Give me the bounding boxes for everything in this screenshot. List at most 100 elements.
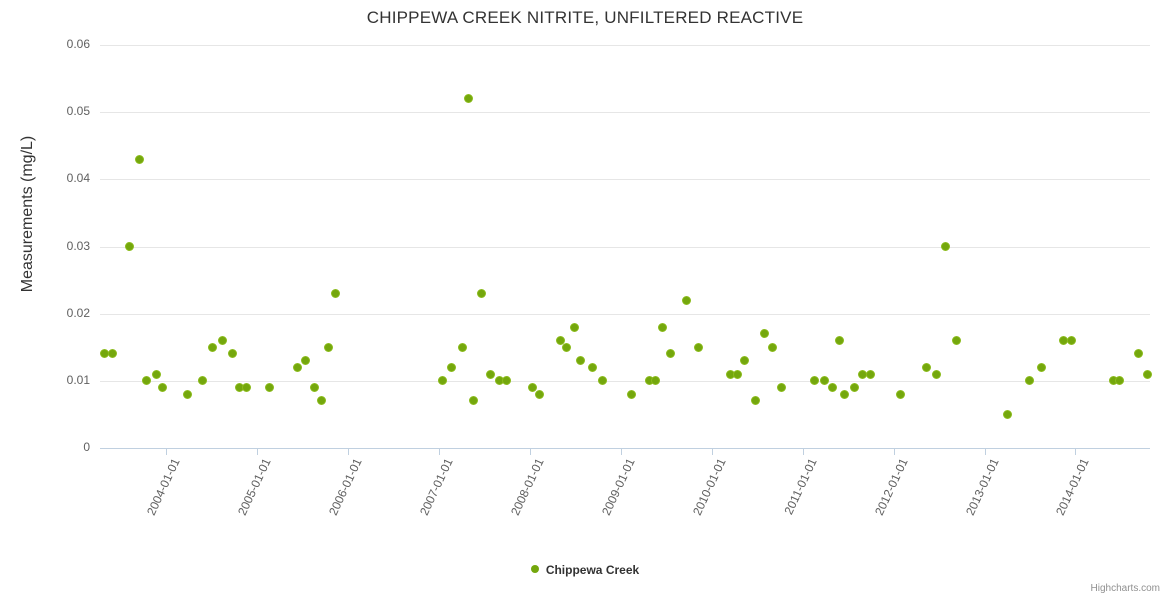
data-point[interactable] [810, 376, 820, 386]
data-point[interactable] [570, 322, 580, 332]
data-point[interactable] [820, 376, 830, 386]
data-point[interactable] [463, 94, 473, 104]
legend-item-label: Chippewa Creek [545, 562, 640, 577]
y-axis-tick-label: 0.05 [66, 104, 90, 119]
data-point[interactable] [627, 389, 637, 399]
data-point[interactable] [458, 342, 468, 352]
legend-marker-icon [530, 564, 539, 573]
data-point[interactable] [241, 383, 251, 393]
data-point[interactable] [693, 342, 703, 352]
data-point[interactable] [1067, 336, 1077, 346]
legend-item-chippewa-creek[interactable]: Chippewa Creek [530, 562, 640, 577]
x-axis-tick-mark [166, 449, 168, 455]
data-point[interactable] [576, 356, 586, 366]
data-point[interactable] [777, 383, 787, 393]
x-axis-tick-mark [257, 449, 259, 455]
x-axis-tick-label: 2006-01-01 [326, 456, 365, 518]
data-point[interactable] [485, 369, 495, 379]
data-point[interactable] [921, 362, 931, 372]
data-point[interactable] [1037, 362, 1047, 372]
x-axis-tick-label: 2012-01-01 [871, 456, 911, 518]
data-point[interactable] [228, 349, 238, 359]
y-axis-title: Measurements (mg/L) [19, 135, 36, 293]
data-point[interactable] [598, 376, 608, 386]
data-point[interactable] [528, 383, 538, 393]
data-point[interactable] [951, 336, 961, 346]
y-axis-tick-label: 0.03 [66, 238, 90, 253]
data-point[interactable] [681, 295, 691, 305]
data-point[interactable] [317, 396, 327, 406]
data-point[interactable] [768, 342, 778, 352]
gridline [100, 179, 1150, 181]
data-point[interactable] [1114, 376, 1124, 386]
x-axis-tick-label: 2011-01-01 [781, 456, 820, 517]
data-point[interactable] [931, 369, 941, 379]
data-point[interactable] [1002, 409, 1012, 419]
data-point[interactable] [292, 362, 302, 372]
data-point[interactable] [218, 336, 228, 346]
gridline [100, 45, 1150, 46]
data-point[interactable] [300, 356, 310, 366]
data-point[interactable] [834, 336, 844, 346]
data-point[interactable] [865, 369, 875, 379]
data-point[interactable] [134, 154, 144, 164]
data-point[interactable] [732, 369, 742, 379]
data-point[interactable] [323, 342, 333, 352]
data-point[interactable] [208, 342, 218, 352]
x-axis-tick-mark [984, 449, 986, 455]
data-point[interactable] [310, 383, 320, 393]
x-axis-tick-mark [530, 449, 531, 455]
data-point[interactable] [650, 376, 660, 386]
data-point[interactable] [1133, 349, 1143, 359]
x-axis-line [100, 448, 1150, 449]
data-point[interactable] [330, 289, 340, 299]
data-point[interactable] [151, 369, 161, 379]
x-axis-tick-label: 2009-01-01 [598, 456, 638, 518]
x-axis-tick-label: 2007-01-01 [417, 456, 456, 518]
x-axis-tick-mark [893, 449, 895, 455]
x-axis-tick-mark [348, 449, 350, 455]
data-point[interactable] [760, 329, 770, 339]
data-point[interactable] [740, 356, 750, 366]
data-point[interactable] [469, 396, 479, 406]
data-point[interactable] [108, 349, 118, 359]
data-point[interactable] [588, 362, 598, 372]
data-point[interactable] [534, 389, 544, 399]
data-point[interactable] [658, 322, 668, 332]
data-point[interactable] [124, 242, 134, 251]
x-axis-tick-mark [711, 449, 713, 455]
data-point[interactable] [555, 336, 565, 346]
data-point[interactable] [198, 376, 208, 386]
data-point[interactable] [840, 389, 850, 399]
x-axis-tick-label: 2005-01-01 [235, 456, 274, 518]
data-point[interactable] [158, 383, 168, 393]
x-axis-tick-mark [802, 449, 804, 455]
data-point[interactable] [850, 383, 860, 393]
gridline [100, 313, 1150, 315]
chart-legend: Chippewa Creek [0, 562, 1170, 577]
x-axis-tick-mark [620, 449, 622, 455]
data-point[interactable] [940, 242, 950, 251]
chart-credits[interactable]: Highcharts.com [1090, 583, 1160, 594]
data-point[interactable] [477, 289, 487, 299]
data-point[interactable] [561, 342, 571, 352]
data-point[interactable] [141, 376, 151, 386]
data-point[interactable] [447, 362, 457, 372]
data-point[interactable] [501, 376, 511, 386]
data-point[interactable] [1024, 376, 1034, 386]
x-axis-tick-mark [1075, 449, 1077, 455]
x-axis-tick-label: 2013-01-01 [962, 456, 1002, 518]
y-axis-tick-label: 0.02 [66, 305, 90, 320]
data-point[interactable] [1142, 369, 1152, 379]
data-point[interactable] [438, 376, 448, 386]
data-point[interactable] [896, 389, 906, 399]
data-point[interactable] [828, 383, 838, 393]
data-point[interactable] [666, 349, 676, 359]
y-axis-tick-label: 0 [83, 440, 90, 454]
data-point[interactable] [182, 389, 192, 399]
gridline [100, 380, 1150, 382]
data-point[interactable] [750, 396, 760, 406]
data-point[interactable] [264, 383, 274, 393]
x-axis-tick-mark [439, 449, 441, 455]
